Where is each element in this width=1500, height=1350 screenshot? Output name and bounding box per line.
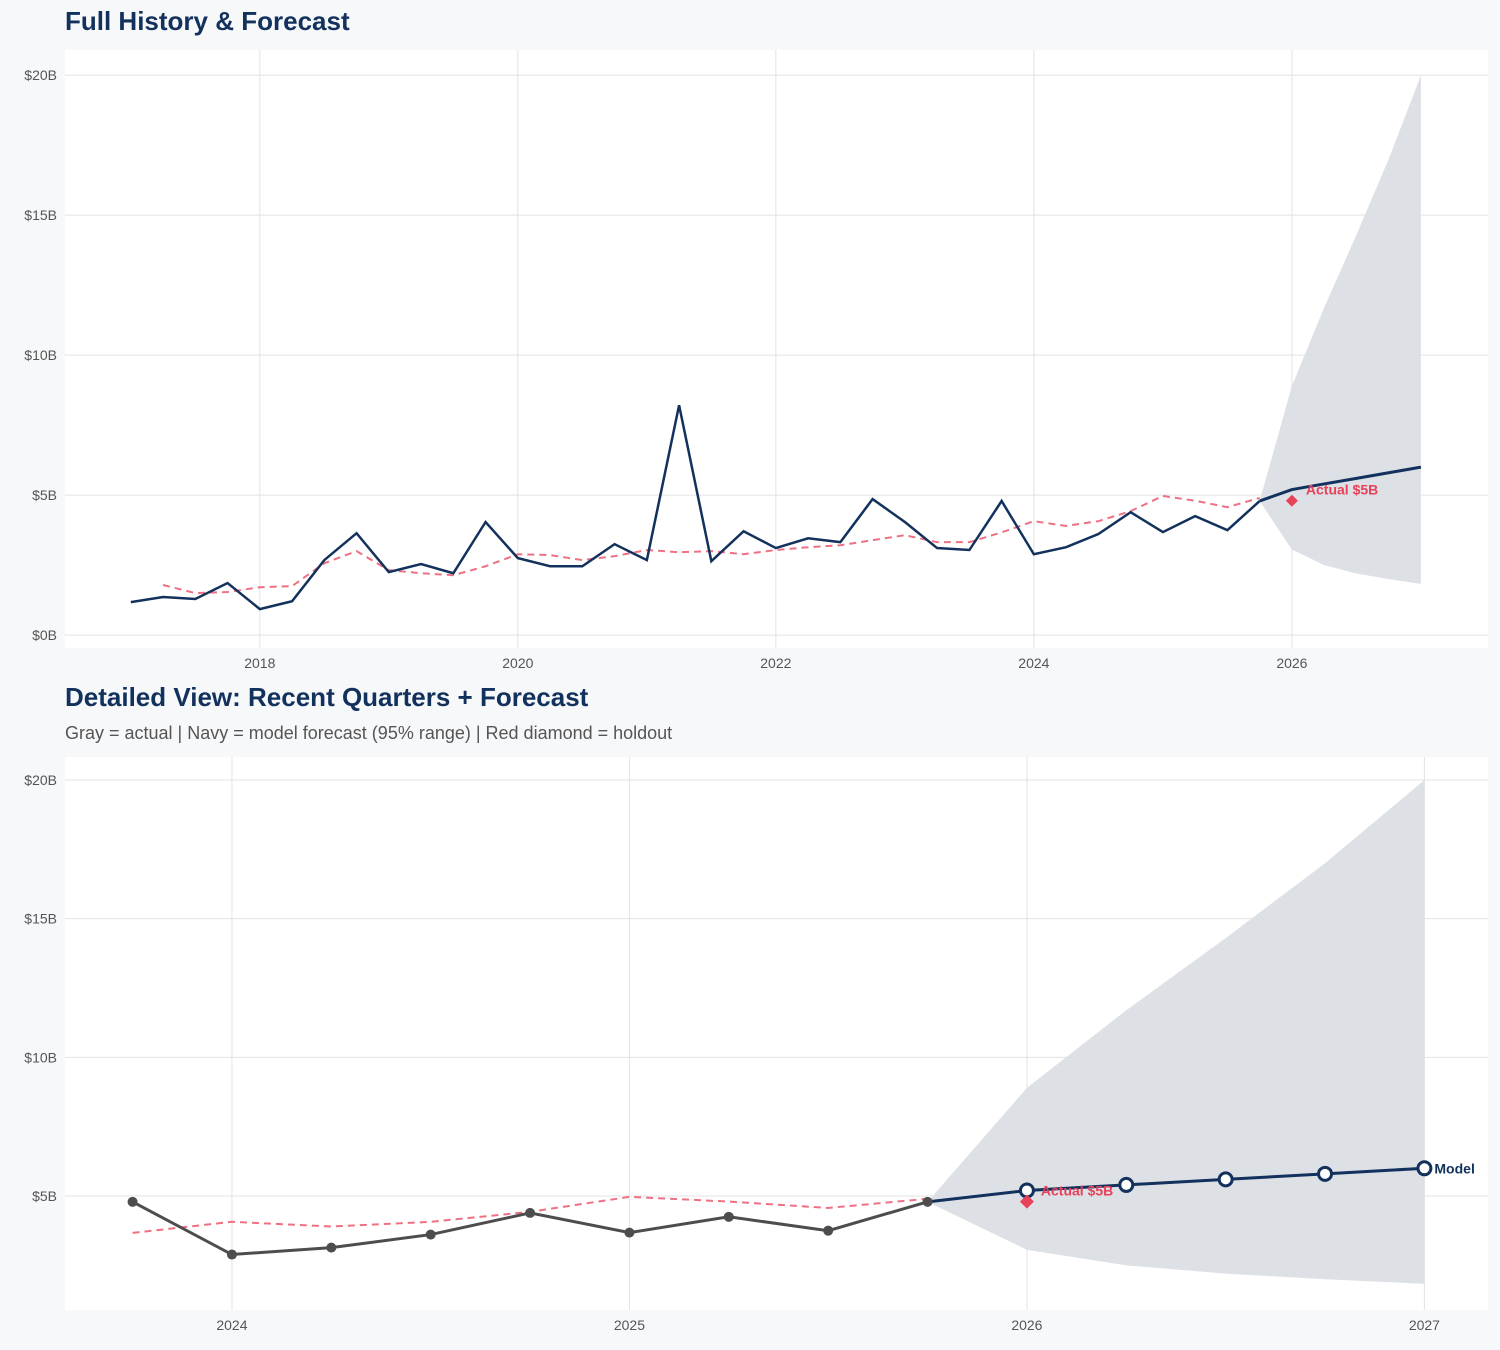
forecast-point	[1317, 1165, 1334, 1182]
chart-subtitle-detailed-view: Gray = actual | Navy = model forecast (9…	[65, 723, 673, 743]
y-tick-label: $20B	[24, 772, 57, 788]
actual-line	[131, 1200, 928, 1257]
forecast-point	[1416, 1160, 1433, 1177]
x-tick-label: 2024	[1018, 655, 1049, 671]
x-tick-label: 2025	[614, 1317, 645, 1333]
smoothed-trend-line	[162, 494, 1260, 595]
plot-area	[65, 50, 1488, 648]
y-tick-label: $0B	[32, 627, 57, 643]
y-tick-label: $15B	[24, 207, 57, 223]
y-tick-label: $5B	[32, 487, 57, 503]
smoothed-trend-line	[132, 1195, 928, 1234]
actual-point	[226, 1249, 237, 1260]
forecast-confidence-band	[927, 780, 1425, 1284]
forecast-point	[1217, 1171, 1234, 1188]
holdout-diamond	[1019, 1194, 1034, 1209]
forecast-confidence-band	[1259, 75, 1421, 584]
chart-title-full-history: Full History & Forecast	[65, 6, 350, 36]
forecast-line	[1259, 465, 1422, 503]
actual-point	[823, 1225, 834, 1236]
x-tick-label: 2018	[244, 655, 275, 671]
holdout-diamond	[1285, 494, 1298, 507]
actual-point	[723, 1211, 734, 1222]
full-history-chart: $0B $5B $10B $15B $20B 2018 2020 2022 2024 2026 Ac…	[24, 50, 1488, 671]
forecast-end-label: Model	[1434, 1160, 1474, 1176]
actual-point	[127, 1196, 138, 1207]
x-tick-label: 2026	[1011, 1317, 1042, 1333]
y-tick-label: $5B	[32, 1188, 57, 1204]
y-tick-label: $20B	[24, 67, 57, 83]
x-tick-label: 2026	[1276, 655, 1307, 671]
x-tick-label: 2027	[1409, 1317, 1440, 1333]
x-tick-label: 2022	[760, 655, 791, 671]
actual-point	[525, 1207, 536, 1218]
y-tick-label: $15B	[24, 911, 57, 927]
x-tick-label: 2024	[216, 1317, 247, 1333]
actual-point	[425, 1229, 436, 1240]
y-tick-label: $10B	[24, 1049, 57, 1065]
actual-point	[326, 1242, 337, 1253]
forecast-point	[1018, 1182, 1035, 1199]
holdout-label: Actual $5B	[1306, 482, 1378, 498]
y-tick-label: $10B	[24, 347, 57, 363]
forecast-line	[927, 1166, 1425, 1204]
chart-title-detailed-view: Detailed View: Recent Quarters + Forecas…	[65, 682, 589, 712]
x-tick-label: 2020	[502, 655, 533, 671]
actual-line	[130, 405, 1261, 611]
forecast-point	[1118, 1176, 1135, 1193]
actual-point	[922, 1196, 933, 1207]
holdout-label: Actual $5B	[1041, 1183, 1113, 1199]
plot-area	[65, 757, 1488, 1310]
actual-point	[624, 1227, 635, 1238]
